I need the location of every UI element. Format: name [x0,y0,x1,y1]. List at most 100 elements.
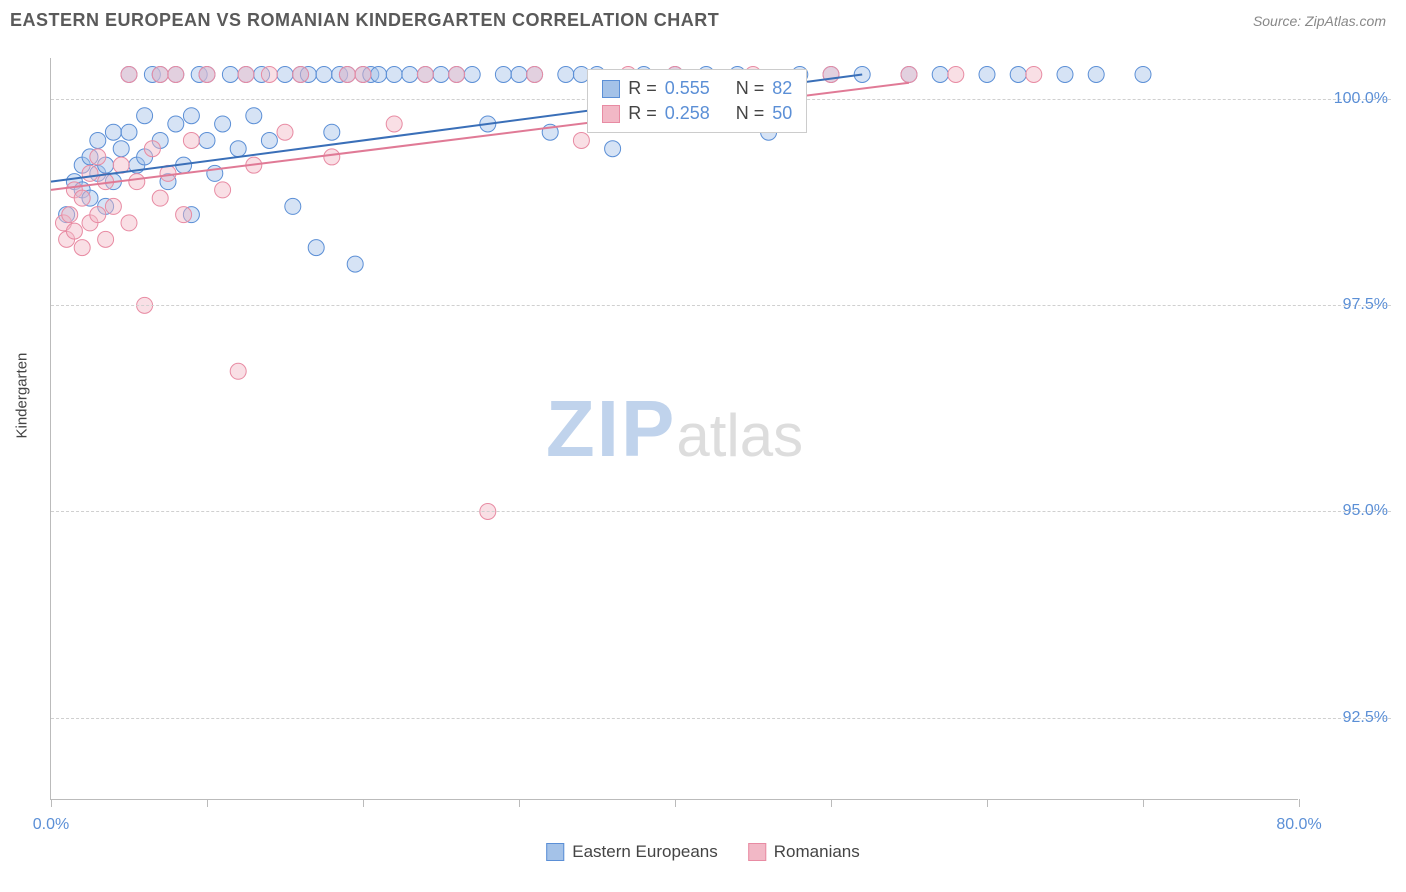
data-point [316,66,332,82]
data-point [386,66,402,82]
data-point [261,66,277,82]
stats-n-label: N = [736,103,765,124]
legend-item: Romanians [748,842,860,862]
data-point [176,207,192,223]
data-point [238,66,254,82]
data-point [90,207,106,223]
data-point [464,66,480,82]
data-point [1088,66,1104,82]
data-point [277,124,293,140]
data-point [948,66,964,82]
stats-row: R = 0.258 N = 50 [602,101,792,126]
data-point [137,108,153,124]
data-point [386,116,402,132]
data-point [402,66,418,82]
data-point [152,66,168,82]
x-tick [831,799,832,807]
data-point [433,66,449,82]
x-tick [675,799,676,807]
legend-swatch [748,843,766,861]
data-point [417,66,433,82]
data-point [215,116,231,132]
data-point [347,256,363,272]
data-point [979,66,995,82]
y-tick-label: 95.0% [1308,502,1388,520]
data-point [129,174,145,190]
stats-r-label: R = [628,78,657,99]
data-point [605,141,621,157]
gridline [51,511,1391,512]
data-point [324,124,340,140]
data-point [183,132,199,148]
data-point [308,240,324,256]
data-point [183,108,199,124]
legend-label: Eastern Europeans [572,842,718,862]
data-point [144,141,160,157]
data-point [230,141,246,157]
y-tick-label: 92.5% [1308,709,1388,727]
data-point [121,215,137,231]
data-point [121,124,137,140]
data-point [215,182,231,198]
data-point [511,66,527,82]
source-attribution: Source: ZipAtlas.com [1253,13,1386,29]
x-tick [987,799,988,807]
data-point [98,231,114,247]
stats-n-label: N = [736,78,765,99]
stats-n-value: 50 [772,103,792,124]
y-axis-label: Kindergarten [14,353,31,439]
data-point [558,66,574,82]
stats-box: R = 0.555 N = 82 R = 0.258 N = 50 [587,69,807,133]
data-point [199,132,215,148]
data-point [371,66,387,82]
data-point [261,132,277,148]
data-point [105,198,121,214]
x-tick [363,799,364,807]
data-point [82,165,98,181]
plot-area: ZIPatlas 92.5%95.0%97.5%100.0%0.0%80.0%R… [50,58,1298,800]
y-tick-label: 97.5% [1308,296,1388,314]
x-tick [51,799,52,807]
stats-n-value: 82 [772,78,792,99]
x-tick-label: 0.0% [33,816,69,834]
x-tick-label: 80.0% [1276,816,1321,834]
data-point [121,66,137,82]
data-point [285,198,301,214]
data-point [495,66,511,82]
chart-title: EASTERN EUROPEAN VS ROMANIAN KINDERGARTE… [10,10,719,31]
data-point [168,116,184,132]
x-tick [1143,799,1144,807]
data-point [1010,66,1026,82]
stats-r-label: R = [628,103,657,124]
legend-item: Eastern Europeans [546,842,718,862]
data-point [339,66,355,82]
data-point [527,66,543,82]
data-point [90,149,106,165]
x-tick [207,799,208,807]
gridline [51,718,1391,719]
data-point [1057,66,1073,82]
data-point [230,363,246,379]
stats-swatch [602,80,620,98]
stats-swatch [602,105,620,123]
stats-row: R = 0.555 N = 82 [602,76,792,101]
data-point [222,66,238,82]
legend: Eastern Europeans Romanians [546,842,860,862]
stats-r-value: 0.258 [665,103,710,124]
legend-label: Romanians [774,842,860,862]
data-point [199,66,215,82]
x-tick [519,799,520,807]
data-point [293,66,309,82]
data-point [901,66,917,82]
data-point [246,108,262,124]
data-point [152,190,168,206]
data-point [277,66,293,82]
chart-header: EASTERN EUROPEAN VS ROMANIAN KINDERGARTE… [0,0,1406,41]
data-point [932,66,948,82]
data-point [90,132,106,148]
stats-r-value: 0.555 [665,78,710,99]
data-point [573,132,589,148]
data-point [62,207,78,223]
y-tick-label: 100.0% [1308,90,1388,108]
data-point [1026,66,1042,82]
